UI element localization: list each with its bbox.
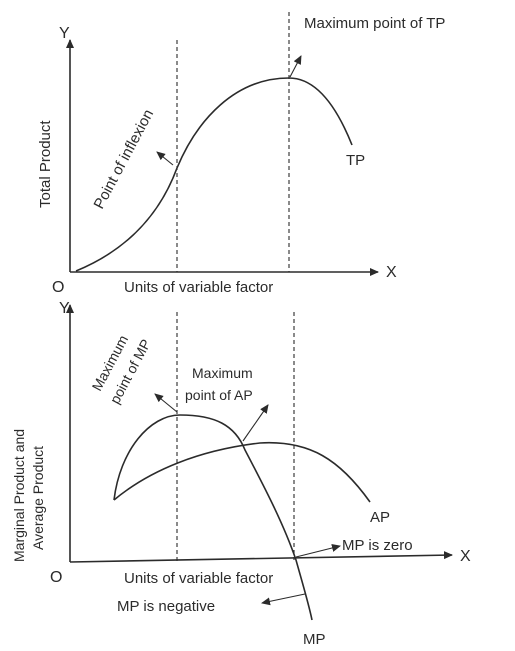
ap-curve-label: AP <box>370 509 390 526</box>
mp-zero-annotation: MP is zero <box>342 537 413 554</box>
mp-curve <box>113 414 313 621</box>
top-panel: Y X O Total Product Units of variable fa… <box>37 12 445 296</box>
ap-curve <box>113 441 371 503</box>
top-y-axis-label: Total Product <box>37 120 54 208</box>
max-ap-pointer-arrow <box>242 404 269 442</box>
bottom-panel: Y X O Marginal Product and Average Produ… <box>11 300 471 648</box>
tp-curve <box>75 77 353 272</box>
max-ap-annotation-line1: Maximum <box>192 365 253 381</box>
mp-negative-annotation: MP is negative <box>117 598 215 615</box>
bottom-x-axis <box>69 551 453 563</box>
bottom-x-axis-label: Units of variable factor <box>124 570 273 587</box>
bottom-origin-label: O <box>50 569 62 586</box>
max-mp-pointer-arrow <box>154 393 178 413</box>
bottom-x-axis-letter: X <box>460 548 471 565</box>
inflexion-pointer-arrow <box>156 151 174 166</box>
bottom-y-axis-letter: Y <box>59 300 70 317</box>
max-ap-annotation-line2: point of AP <box>185 387 253 403</box>
max-tp-annotation: Maximum point of TP <box>304 15 445 32</box>
bottom-y-axis-label-line2: Average Product <box>30 446 46 550</box>
bottom-y-axis-label-line1: Marginal Product and <box>11 429 27 562</box>
inflexion-annotation: Point of inflexion <box>91 107 158 212</box>
mp-negative-pointer-arrow <box>261 593 306 606</box>
tp-curve-label: TP <box>346 152 365 169</box>
mp-zero-pointer-arrow <box>295 544 341 558</box>
top-x-axis-letter: X <box>386 264 397 281</box>
top-origin-label: O <box>52 279 64 296</box>
top-y-axis-letter: Y <box>59 25 70 42</box>
top-x-axis-label: Units of variable factor <box>124 279 273 296</box>
max-tp-pointer-arrow <box>289 55 302 78</box>
mp-curve-label: MP <box>303 631 326 648</box>
